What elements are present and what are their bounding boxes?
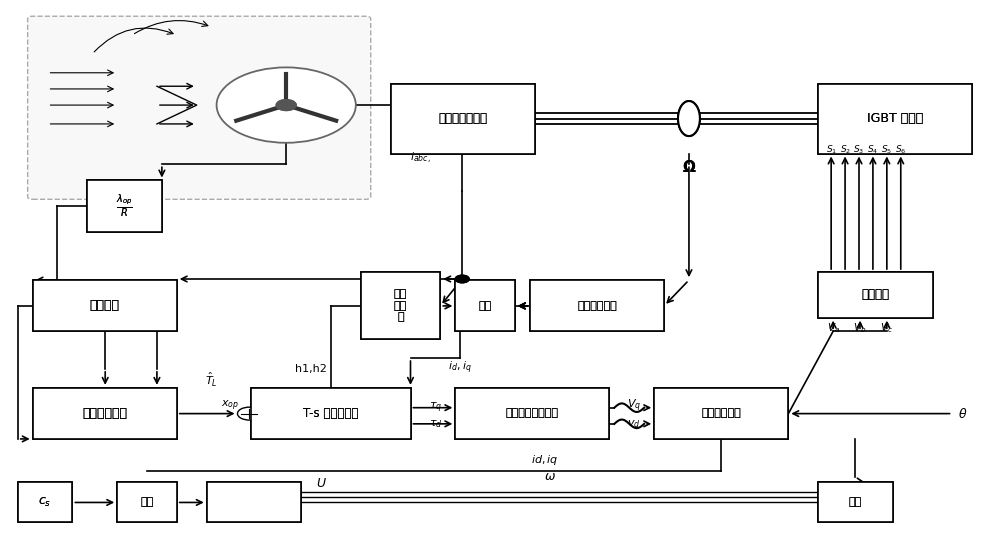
Bar xyxy=(455,388,609,439)
Bar xyxy=(33,280,177,331)
Text: $\mathbf{\Omega}$: $\mathbf{\Omega}$ xyxy=(682,159,696,175)
Text: 最佳参考模型: 最佳参考模型 xyxy=(82,407,127,420)
Text: $\theta$: $\theta$ xyxy=(958,406,967,421)
Text: 旋转坐标变换: 旋转坐标变换 xyxy=(577,301,617,311)
Bar xyxy=(391,84,535,153)
Bar xyxy=(818,84,972,153)
Text: $V_a$: $V_a$ xyxy=(827,322,840,336)
Text: $S_5$: $S_5$ xyxy=(881,144,892,156)
Text: T-s 滑模控制器: T-s 滑模控制器 xyxy=(303,407,359,420)
Text: $c_s$: $c_s$ xyxy=(38,496,52,509)
Text: $\frac{\lambda_{op}}{R}$: $\frac{\lambda_{op}}{R}$ xyxy=(116,193,133,219)
Text: $\hat{T}_L$: $\hat{T}_L$ xyxy=(205,370,218,389)
Text: $S_6$: $S_6$ xyxy=(895,144,906,156)
Text: 永磁同步发电机: 永磁同步发电机 xyxy=(438,112,487,125)
Circle shape xyxy=(455,275,469,283)
Text: $\tau_q$: $\tau_q$ xyxy=(429,400,442,415)
Bar xyxy=(207,482,301,522)
Text: 脉冲调制: 脉冲调制 xyxy=(861,288,889,301)
Text: IGBT 整流器: IGBT 整流器 xyxy=(867,112,923,125)
Text: 微分: 微分 xyxy=(849,497,862,507)
Bar xyxy=(18,482,72,522)
Text: $\tau_d$: $\tau_d$ xyxy=(429,418,442,430)
Text: $\omega$: $\omega$ xyxy=(544,470,556,483)
Bar xyxy=(818,272,933,318)
Text: 率属函数: 率属函数 xyxy=(90,299,120,312)
Text: $S_1$: $S_1$ xyxy=(826,144,837,156)
Text: 极点
对子
数: 极点 对子 数 xyxy=(394,289,407,322)
Bar xyxy=(654,388,788,439)
Text: $\frac{\lambda_{op}}{R}$: $\frac{\lambda_{op}}{R}$ xyxy=(116,193,133,219)
Bar xyxy=(818,84,972,153)
Bar xyxy=(455,280,515,331)
Bar xyxy=(818,272,933,318)
Text: $c_s$: $c_s$ xyxy=(38,496,52,509)
Text: $S_2$: $S_2$ xyxy=(840,144,851,156)
Bar xyxy=(361,272,440,339)
Text: $\mathbf{\Omega}$: $\mathbf{\Omega}$ xyxy=(682,159,696,175)
Ellipse shape xyxy=(678,101,700,136)
Bar xyxy=(87,181,162,232)
Bar xyxy=(391,84,535,153)
Text: $V_q$: $V_q$ xyxy=(627,397,641,414)
Bar xyxy=(18,482,72,522)
Text: $i_{abc,}$: $i_{abc,}$ xyxy=(410,151,431,166)
Bar xyxy=(251,388,411,439)
Text: $id, iq$: $id, iq$ xyxy=(531,454,559,467)
Text: 微分: 微分 xyxy=(140,497,154,507)
Bar xyxy=(818,482,893,522)
Text: 非线性追踪控制器: 非线性追踪控制器 xyxy=(506,409,559,418)
Bar xyxy=(207,482,301,522)
Text: $v_d$: $v_d$ xyxy=(627,418,641,430)
Bar xyxy=(818,482,893,522)
Text: 微分: 微分 xyxy=(849,497,862,507)
Circle shape xyxy=(217,67,356,143)
Text: 微分: 微分 xyxy=(140,497,154,507)
Text: $S_4$: $S_4$ xyxy=(867,144,879,156)
Bar xyxy=(33,280,177,331)
Bar xyxy=(117,482,177,522)
Bar xyxy=(455,388,609,439)
Bar xyxy=(530,280,664,331)
Circle shape xyxy=(237,407,261,420)
Bar xyxy=(361,272,440,339)
Text: $x_{op}$: $x_{op}$ xyxy=(221,398,239,413)
Circle shape xyxy=(455,275,469,283)
Text: 旋转坐标变换: 旋转坐标变换 xyxy=(701,409,741,418)
Circle shape xyxy=(276,100,296,110)
Text: $V_c$: $V_c$ xyxy=(880,322,893,336)
FancyBboxPatch shape xyxy=(28,16,371,199)
Text: 率属函数: 率属函数 xyxy=(90,299,120,312)
Text: 非线性追踪控制器: 非线性追踪控制器 xyxy=(506,409,559,418)
Text: IGBT 整流器: IGBT 整流器 xyxy=(867,112,923,125)
Text: $S_3$: $S_3$ xyxy=(853,144,865,156)
Text: $U$: $U$ xyxy=(316,477,326,490)
Text: $i_d, i_q$: $i_d, i_q$ xyxy=(448,360,472,376)
Text: $V_b$: $V_b$ xyxy=(853,322,867,336)
Text: 微分: 微分 xyxy=(478,301,492,311)
Bar xyxy=(251,388,411,439)
Bar xyxy=(33,388,177,439)
Circle shape xyxy=(276,100,296,110)
Text: 极点
对子
数: 极点 对子 数 xyxy=(394,289,407,322)
Bar xyxy=(117,482,177,522)
Bar xyxy=(87,181,162,232)
Text: 永磁同步发电机: 永磁同步发电机 xyxy=(438,112,487,125)
Bar xyxy=(455,280,515,331)
Text: T-s 滑模控制器: T-s 滑模控制器 xyxy=(303,407,359,420)
Text: h1,h2: h1,h2 xyxy=(295,364,327,374)
Text: 旋转坐标变换: 旋转坐标变换 xyxy=(701,409,741,418)
Text: 脉冲调制: 脉冲调制 xyxy=(861,288,889,301)
Ellipse shape xyxy=(678,101,700,136)
Text: 旋转坐标变换: 旋转坐标变换 xyxy=(577,301,617,311)
Text: 微分: 微分 xyxy=(478,301,492,311)
Bar xyxy=(530,280,664,331)
Text: 最佳参考模型: 最佳参考模型 xyxy=(82,407,127,420)
Bar xyxy=(654,388,788,439)
Bar xyxy=(33,388,177,439)
